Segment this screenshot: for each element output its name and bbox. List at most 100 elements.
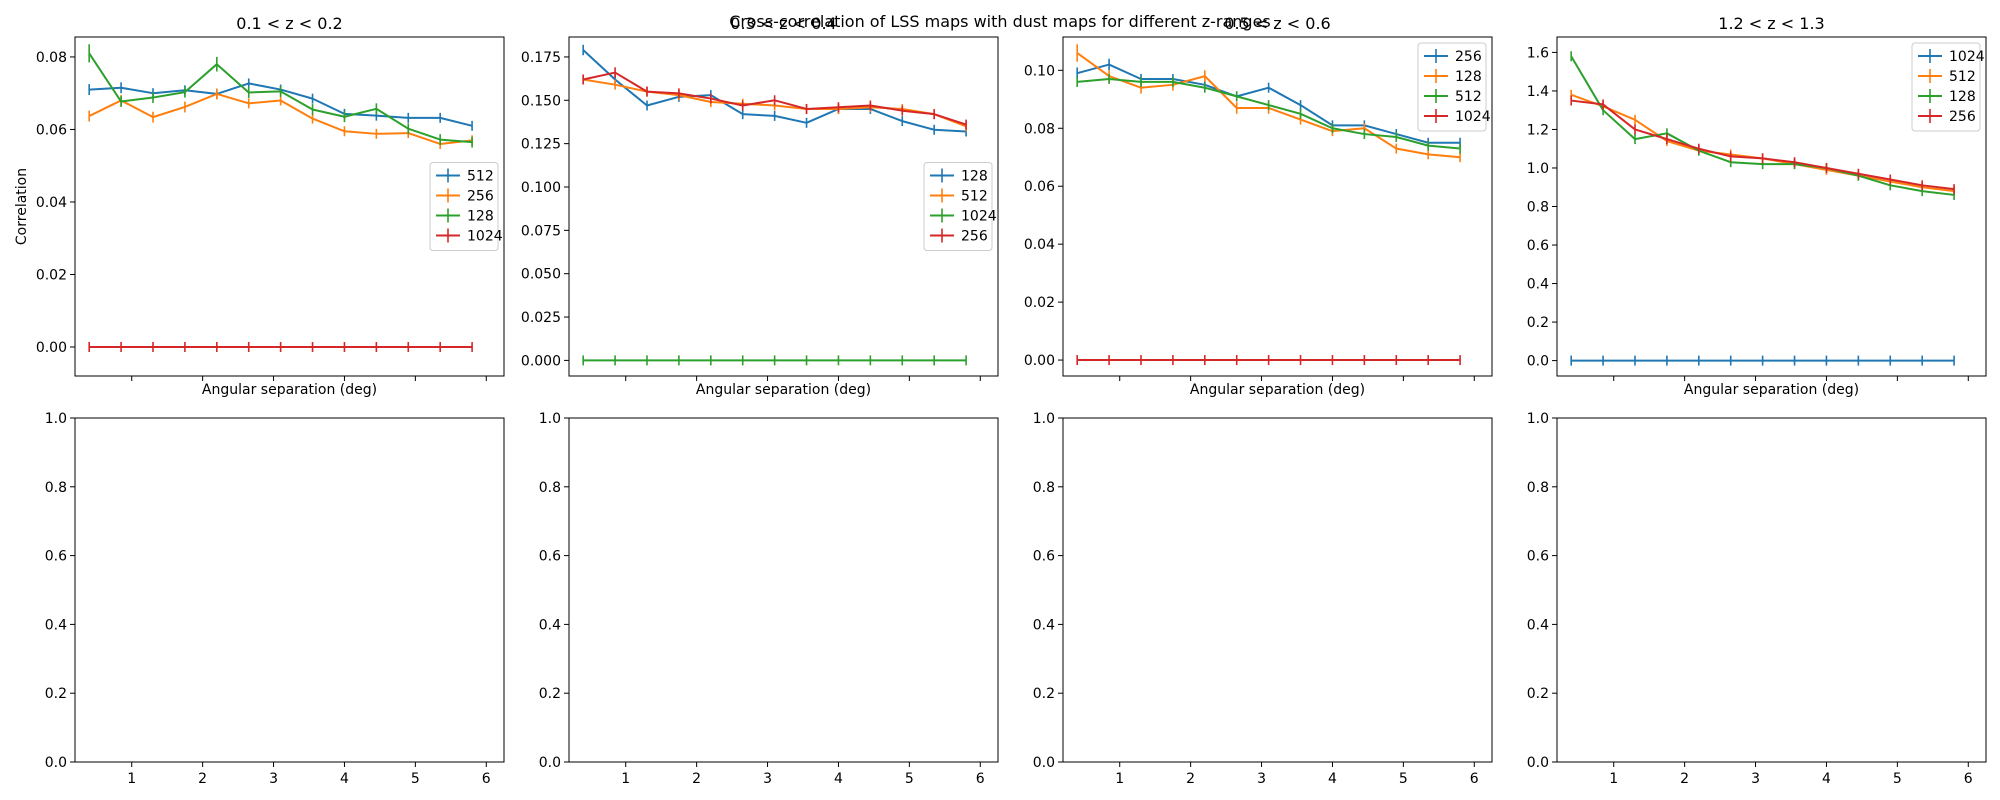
chart-7-ytick-label: 1.0 [1527, 411, 1549, 427]
chart-4-ytick-label: 0.0 [45, 755, 67, 771]
chart-3-series-256 [1570, 95, 1955, 195]
chart-1-legend-box [923, 162, 993, 251]
chart-2: 0.00 0.02 0.04 0.06 0.08 0.10 0.5 < z < 0.6 Ang… [1024, 14, 1493, 398]
chart-2-legend-label: 256 [1455, 49, 1482, 65]
chart-5-ytick-label: 0.0 [539, 755, 561, 771]
chart-0-title: 0.1 < z < 0.2 [236, 14, 342, 33]
chart-5-xtick-label: 3 [763, 771, 772, 787]
chart-4-plot-area [74, 417, 505, 763]
chart-3-ytick-label: 0.4 [1527, 277, 1549, 293]
chart-7-plot-area [1556, 417, 1987, 763]
chart-2-xlabel: Angular separation (deg) [1190, 382, 1365, 398]
chart-0-ylabel: Correlation [14, 168, 30, 245]
chart-6-ytick-label: 0.4 [1033, 617, 1055, 633]
chart-3-legend-label: 256 [1949, 109, 1976, 125]
chart-4-xtick-label: 3 [269, 771, 278, 787]
chart-2-title: 0.5 < z < 0.6 [1224, 14, 1330, 33]
chart-0-legend: 512 256 128 1024 [429, 162, 503, 251]
chart-6-xtick-label: 6 [1470, 771, 1479, 787]
chart-3-ytick-label: 0.6 [1527, 238, 1549, 254]
chart-3-legend: 1024 512 128 256 [1911, 42, 1985, 132]
chart-6-xtick-label: 1 [1115, 771, 1124, 787]
chart-5-ytick-label: 0.6 [539, 549, 561, 565]
chart-3-ytick-label: 1.6 [1527, 45, 1549, 61]
chart-1-title: 0.3 < z < 0.4 [730, 14, 836, 33]
chart-1-ytick-label: 0.000 [521, 353, 561, 369]
chart-5-xtick-label: 6 [976, 771, 985, 787]
chart-1-ytick-label: 0.100 [521, 180, 561, 196]
chart-2-legend-label: 128 [1455, 69, 1482, 85]
chart-7-xtick-label: 4 [1822, 771, 1831, 787]
chart-1-ytick-label: 0.175 [521, 50, 561, 66]
chart-1-legend-label: 1024 [961, 209, 997, 225]
chart-7-xtick-label: 3 [1751, 771, 1760, 787]
chart-5-xtick-label: 1 [621, 771, 630, 787]
chart-0-xlabel: Angular separation (deg) [202, 382, 377, 398]
chart-2-legend-label: 1024 [1455, 109, 1491, 125]
chart-3-ytick-label: 0.2 [1527, 315, 1549, 331]
chart-5-xtick-label: 5 [905, 771, 914, 787]
chart-7-xtick-label: 1 [1609, 771, 1618, 787]
chart-7-xtick-label: 6 [1964, 771, 1973, 787]
chart-2-legend-label: 512 [1455, 89, 1482, 105]
chart-3-ytick-label: 1.4 [1527, 84, 1549, 100]
chart-0-legend-label: 512 [467, 169, 494, 185]
chart-7-ytick-label: 0.6 [1527, 549, 1549, 565]
chart-4-xtick-label: 2 [198, 771, 207, 787]
chart-0-ytick-label: 0.04 [36, 195, 67, 211]
chart-3-legend-label: 512 [1949, 69, 1976, 85]
chart-6-xtick-label: 5 [1399, 771, 1408, 787]
chart-5-ytick-label: 0.8 [539, 480, 561, 496]
chart-6-ytick-label: 0.0 [1033, 755, 1055, 771]
chart-0-legend-label: 128 [467, 209, 494, 225]
chart-7-ytick-label: 0.2 [1527, 686, 1549, 702]
chart-5-ytick-label: 0.2 [539, 686, 561, 702]
chart-4-ytick-label: 0.8 [45, 480, 67, 496]
chart-2-ytick-label: 0.04 [1024, 237, 1055, 253]
chart-6-ytick-label: 0.8 [1033, 480, 1055, 496]
chart-1-ytick-label: 0.075 [521, 223, 561, 239]
chart-4-xtick-label: 5 [411, 771, 420, 787]
chart-3-ytick-label: 1.2 [1527, 122, 1549, 138]
chart-4-ytick-label: 0.6 [45, 549, 67, 565]
chart-2-legend: 256 128 512 1024 [1417, 42, 1491, 132]
chart-1-legend: 128 512 1024 256 [923, 162, 997, 251]
chart-7: 0.0 0.2 0.4 0.6 0.8 1.0 1 2 3 4 5 6 [1527, 411, 1987, 787]
chart-0-ytick-label: 0.08 [36, 50, 67, 66]
chart-1-ytick-label: 0.025 [521, 310, 561, 326]
chart-0-series-128 [88, 44, 473, 148]
chart-1-xlabel: Angular separation (deg) [696, 382, 871, 398]
chart-1-ytick-label: 0.125 [521, 137, 561, 153]
chart-0-ytick-label: 0.02 [36, 267, 67, 283]
chart-1-series-1024 [582, 355, 967, 366]
chart-2-ytick-label: 0.08 [1024, 121, 1055, 137]
chart-1-legend-label: 512 [961, 189, 988, 205]
chart-3-ytick-label: 1.0 [1527, 161, 1549, 177]
chart-1: 0.000 0.025 0.050 0.075 0.100 0.125 0.150 0.175… [521, 14, 999, 398]
chart-5-ytick-label: 0.4 [539, 617, 561, 633]
chart-6-ytick-label: 0.6 [1033, 549, 1055, 565]
chart-4-xtick-label: 4 [340, 771, 349, 787]
chart-4-ytick-label: 0.2 [45, 686, 67, 702]
chart-5-xtick-label: 2 [692, 771, 701, 787]
chart-3-ytick-label: 0.0 [1527, 354, 1549, 370]
chart-7-xtick-label: 2 [1680, 771, 1689, 787]
chart-3-legend-box [1911, 42, 1981, 132]
chart-3-legend-label: 128 [1949, 89, 1976, 105]
chart-0-series-1024 [88, 341, 473, 352]
chart-4: 0.0 0.2 0.4 0.6 0.8 1.0 1 2 3 4 5 6 [45, 411, 505, 787]
chart-2-series-512 [1076, 74, 1461, 154]
chart-1-series-256 [582, 67, 967, 130]
chart-6-plot-area [1062, 417, 1493, 763]
chart-5-xtick-label: 4 [834, 771, 843, 787]
chart-4-xtick-label: 6 [482, 771, 491, 787]
chart-0-ytick-label: 0.06 [36, 122, 67, 138]
chart-2-legend-box [1417, 42, 1487, 132]
chart-4-ytick-label: 1.0 [45, 411, 67, 427]
chart-3-ytick-label: 0.8 [1527, 200, 1549, 216]
chart-6-xtick-label: 2 [1186, 771, 1195, 787]
chart-0-legend-label: 1024 [467, 229, 503, 245]
chart-7-ytick-label: 0.4 [1527, 617, 1549, 633]
chart-2-series-1024 [1076, 355, 1461, 366]
